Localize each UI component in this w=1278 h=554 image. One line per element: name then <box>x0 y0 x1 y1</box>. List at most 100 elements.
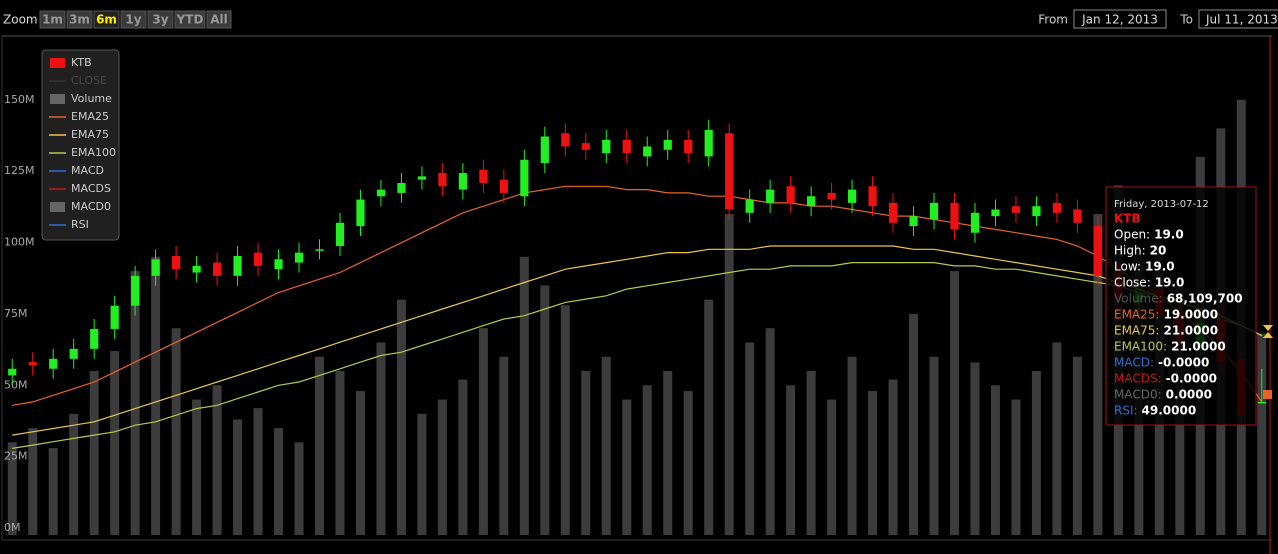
candle-body <box>376 189 386 197</box>
volume-bar <box>909 313 919 535</box>
tooltip-value: 19.0000 <box>1163 308 1218 322</box>
zoom-button-label[interactable]: 1m <box>42 13 63 27</box>
candle-body <box>315 249 324 251</box>
tooltip-label: EMA100: <box>1114 340 1167 354</box>
volume-bar <box>704 299 714 535</box>
ui-layer: Zoom 1m 3m 6m 1y 3y YTD All From Jan 12, 2013 To Ju… <box>3 9 1278 426</box>
volume-bar <box>642 385 652 535</box>
volume-bar <box>519 256 529 535</box>
tooltip-value: 68,109,700 <box>1167 292 1243 306</box>
tooltip-label: Low: <box>1114 260 1141 274</box>
volume-bar <box>130 271 140 535</box>
tooltip-date: Friday, 2013-07-12 <box>1114 199 1209 210</box>
volume-bar <box>724 213 734 535</box>
legend-label[interactable]: Volume <box>71 92 112 105</box>
volume-bar <box>786 385 796 535</box>
candle-body <box>274 259 283 270</box>
candle-body <box>499 179 508 193</box>
legend-label[interactable]: EMA100 <box>71 146 116 159</box>
zoom-button-label[interactable]: 3m <box>69 13 90 27</box>
zoom-button[interactable] <box>66 10 93 29</box>
legend-label[interactable]: MACDS <box>71 182 111 195</box>
tooltip-value: 21.0000 <box>1171 340 1226 354</box>
volume-bar <box>847 356 857 535</box>
volume-bar <box>89 370 99 535</box>
tooltip-value: 19.0 <box>1155 276 1185 290</box>
to-value[interactable]: Jul 11, 2013 <box>1205 13 1278 27</box>
zoom-button-label[interactable]: All <box>210 13 228 27</box>
tooltip-title: KTB <box>1114 212 1141 226</box>
zoom-button[interactable] <box>120 10 147 29</box>
zoom-button-label[interactable]: 3y <box>152 13 168 27</box>
candle-body <box>684 139 693 154</box>
zoom-button[interactable] <box>39 10 66 29</box>
zoom-button[interactable] <box>147 10 174 29</box>
volume-bar <box>929 356 939 535</box>
volume-bar <box>7 442 17 535</box>
candle-body <box>970 212 980 233</box>
tooltip-value: 20 <box>1150 244 1167 258</box>
volume-bar <box>868 390 878 535</box>
legend-label[interactable]: KTB <box>71 56 92 69</box>
tooltip-label: MACD: <box>1114 356 1154 370</box>
zoom-button[interactable] <box>206 10 232 29</box>
zoom-button-label[interactable]: 1y <box>125 13 141 27</box>
zoom-button[interactable] <box>174 10 206 29</box>
candle-body <box>335 222 345 247</box>
ema-line <box>12 262 1263 449</box>
volume-bar <box>622 399 632 535</box>
volume-bar <box>28 428 38 535</box>
candle-body <box>1093 226 1102 276</box>
legend-label[interactable]: EMA25 <box>71 110 109 123</box>
candle-body <box>888 202 898 223</box>
candle-body <box>1011 206 1021 213</box>
volume-bar <box>253 408 263 535</box>
volume-bar <box>233 419 243 535</box>
tooltip-value: 19.0 <box>1154 228 1184 242</box>
candle-body <box>929 202 939 220</box>
candle-body <box>786 186 795 203</box>
legend-symbol <box>50 94 65 104</box>
candle-body <box>766 189 775 203</box>
from-value[interactable]: Jan 12, 2013 <box>1081 13 1158 27</box>
zoom-button-label[interactable]: YTD <box>176 13 204 27</box>
legend-label[interactable]: CLOSE <box>71 74 107 87</box>
candle-body <box>561 133 570 147</box>
candle-body <box>294 252 304 263</box>
tooltip-label: EMA25: <box>1114 308 1159 322</box>
volume-bar <box>376 342 386 535</box>
to-input[interactable] <box>1198 9 1278 29</box>
volume-bar <box>1257 333 1267 535</box>
from-label: From <box>1038 13 1068 27</box>
tooltip-label: EMA75: <box>1114 324 1159 338</box>
tooltip-value: 21.0000 <box>1163 324 1218 338</box>
legend-label[interactable]: EMA75 <box>71 128 109 141</box>
candle-body <box>458 173 467 190</box>
zoom-button-label[interactable]: 6m <box>96 13 117 27</box>
legend-label[interactable]: RSI <box>71 218 89 231</box>
candle-body <box>1257 401 1266 404</box>
volume-bar <box>171 328 181 535</box>
tooltip-label: High: <box>1114 244 1146 258</box>
volume-bar <box>1052 342 1062 535</box>
zoom-button[interactable] <box>93 10 120 29</box>
volume-bar <box>294 442 304 535</box>
candle-body <box>704 129 713 157</box>
y-tick-label: 0M <box>4 521 21 534</box>
candle-body <box>131 275 140 306</box>
legend-label[interactable]: MACD <box>71 164 104 177</box>
candle-body <box>397 182 406 193</box>
volume-bar <box>970 362 980 535</box>
zoom-label: Zoom <box>3 13 38 27</box>
marker <box>1263 390 1272 399</box>
tooltip-label: RSI: <box>1114 404 1138 418</box>
candle-body <box>1052 202 1062 213</box>
candle-body <box>69 348 78 359</box>
from-input[interactable] <box>1073 9 1167 29</box>
candle-body <box>49 358 58 369</box>
volume-bar <box>1072 356 1082 535</box>
candle-body <box>28 362 37 366</box>
legend-label[interactable]: MACD0 <box>71 200 111 213</box>
tooltip-value: -0.0000 <box>1158 356 1209 370</box>
tooltip-label: MACD0: <box>1114 388 1162 402</box>
